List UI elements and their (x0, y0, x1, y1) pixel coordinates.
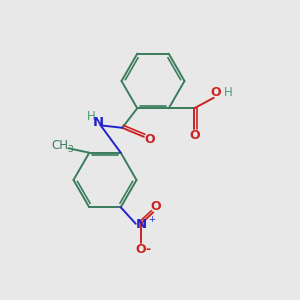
Text: O: O (136, 243, 146, 256)
Text: 3: 3 (67, 145, 73, 154)
Text: O: O (210, 86, 221, 99)
Text: O: O (145, 133, 155, 146)
Text: O: O (150, 200, 161, 213)
Text: -: - (145, 243, 150, 256)
Text: +: + (148, 215, 155, 224)
Text: H: H (224, 86, 233, 99)
Text: CH: CH (51, 139, 68, 152)
Text: O: O (189, 129, 200, 142)
Text: N: N (93, 116, 104, 130)
Text: H: H (87, 110, 95, 124)
Text: N: N (135, 218, 146, 231)
